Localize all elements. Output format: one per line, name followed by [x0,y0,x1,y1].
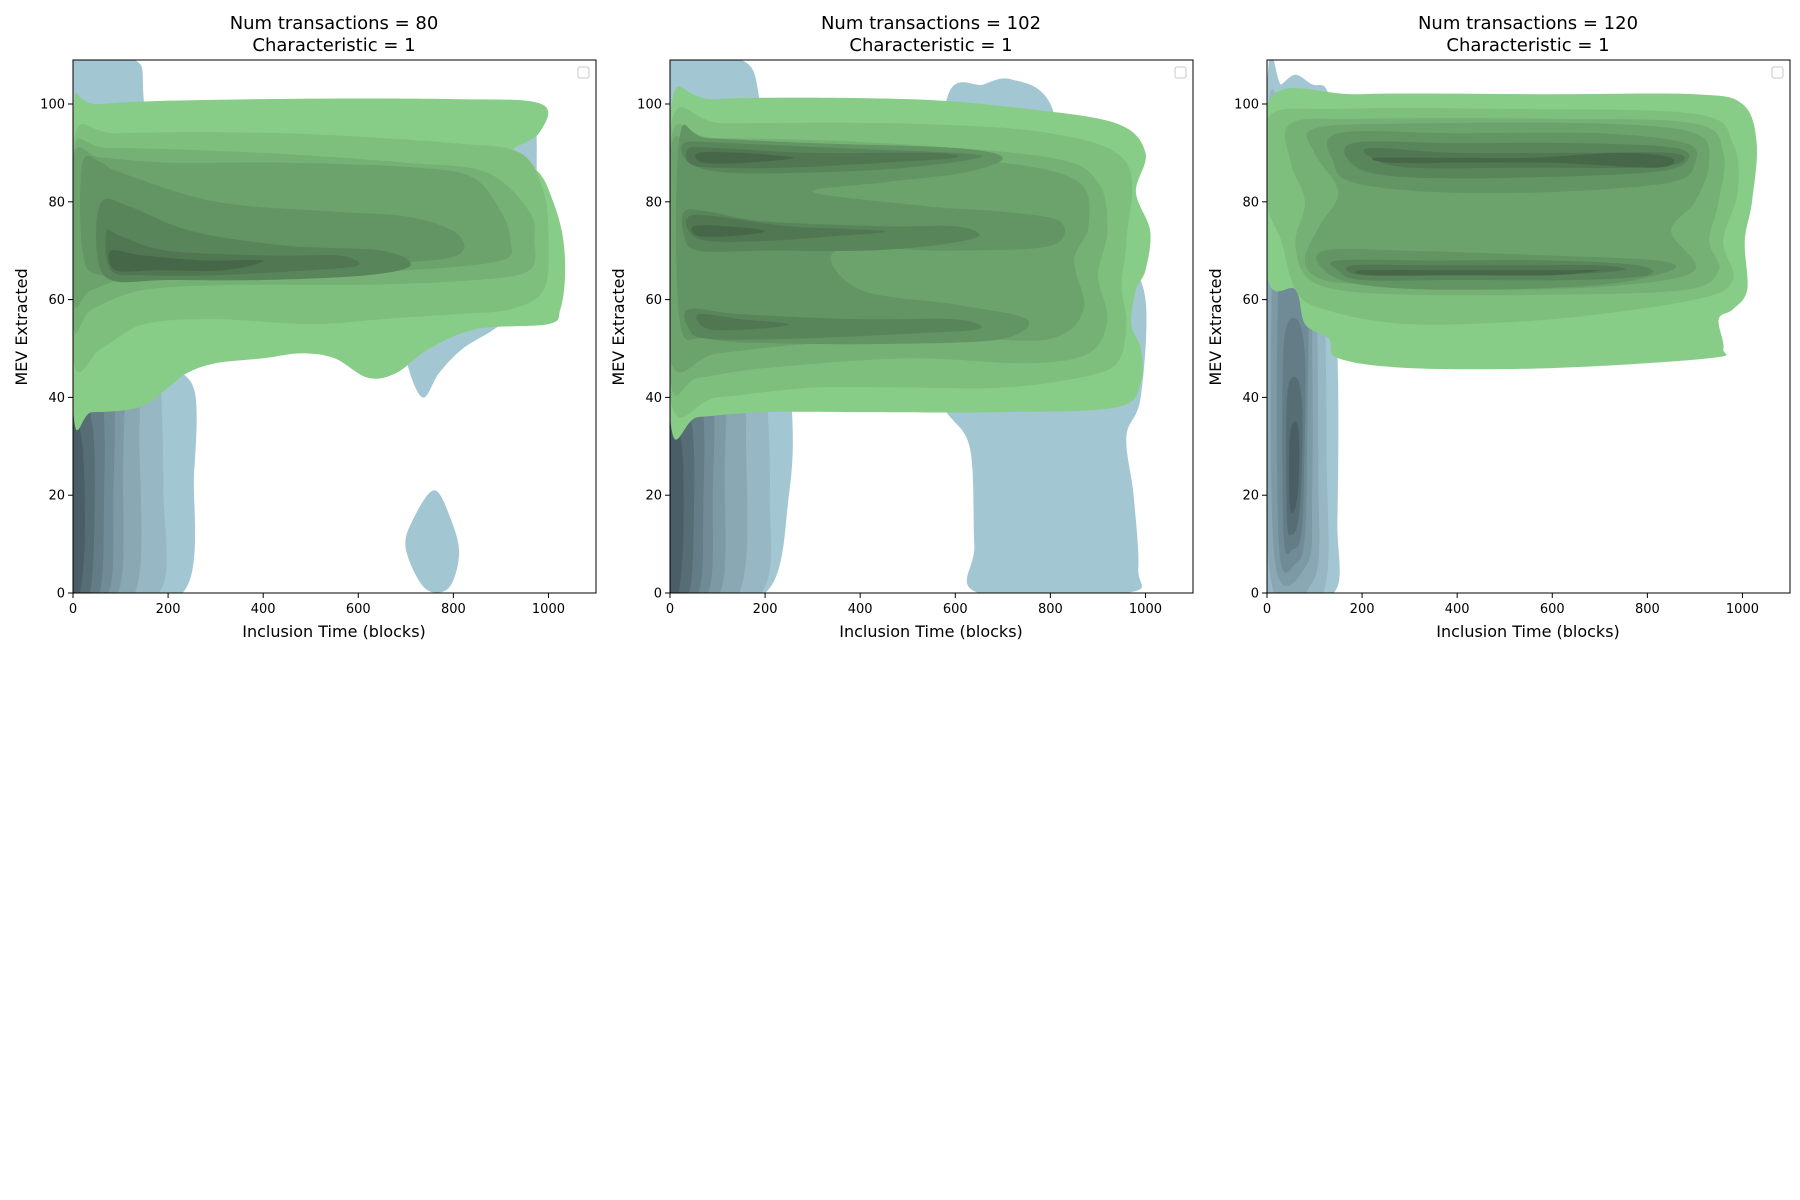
y-tick-label: 100 [1234,98,1259,113]
chart-title-line2: Characteristic = 1 [252,35,415,56]
chart-title-line2: Characteristic = 1 [1446,35,1609,56]
kde-contour-level-6 [696,313,790,331]
y-axis-label: MEV Extracted [609,268,628,385]
subplot-1-canvas: 0 200 400 600 800 1000 0 20 40 60 80 100 Num trans… [12,13,597,641]
y-tick-label: 0 [1251,587,1259,602]
x-axis-label: Inclusion Time (blocks) [1436,622,1620,641]
y-tick-label: 100 [637,98,662,113]
y-tick-label: 80 [1242,195,1259,210]
y-tick-label: 80 [48,195,65,210]
kde-contour-level-5 [684,308,982,340]
y-tick-label: 40 [1242,391,1259,406]
contour-layer [670,60,1151,593]
kde-contour-level-7 [1371,152,1675,168]
legend-box [577,66,590,79]
x-tick-label: 1000 [1726,602,1759,617]
x-tick-label: 0 [1263,602,1271,617]
y-tick-label: 20 [1242,489,1259,504]
legend-box [1174,66,1187,79]
y-tick-label: 100 [40,98,65,113]
x-tick-label: 600 [943,602,968,617]
axes-frame [72,59,597,594]
x-tick-label: 600 [1540,602,1565,617]
y-axis-label: MEV Extracted [1206,268,1225,385]
kde-series-2 [1267,88,1758,370]
kde-series-2 [73,92,566,431]
x-tick-label: 1000 [532,602,565,617]
chart-title-line2: Characteristic = 1 [849,35,1012,56]
kde-contour-level-0 [405,490,460,593]
contour-layer [73,60,566,593]
chart-title-line1: Num transactions = 80 [230,13,439,34]
y-tick-label: 0 [654,587,662,602]
x-tick-label: 800 [1635,602,1660,617]
y-axis-ticks: 0 20 40 60 80 100 [637,98,670,602]
kde-contour-level-7 [73,412,85,593]
chart-title-line1: Num transactions = 120 [1418,13,1638,34]
legend-box [1771,66,1784,79]
y-tick-label: 60 [645,293,662,308]
y-tick-label: 0 [57,587,65,602]
y-tick-label: 40 [645,391,662,406]
y-axis-ticks: 0 20 40 60 80 100 [40,98,73,602]
axes-frame [669,59,1194,594]
kde-contour-level-7 [1289,421,1300,514]
kde-contour-level-7 [691,225,766,237]
subplot-1: 0 200 400 600 800 1000 0 20 40 60 80 100 Num trans… [0,0,600,660]
kde-series-2 [670,86,1151,440]
subplot-2: 0 200 400 600 800 1000 0 20 40 60 80 100 Num trans… [597,0,1197,660]
x-tick-label: 0 [69,602,77,617]
x-tick-label: 400 [251,602,276,617]
x-tick-label: 1000 [1129,602,1162,617]
x-tick-label: 400 [1445,602,1470,617]
x-axis-ticks: 0 200 400 600 800 1000 [1263,593,1759,617]
chart-title-line1: Num transactions = 102 [821,13,1041,34]
x-axis-ticks: 0 200 400 600 800 1000 [666,593,1162,617]
subplot-3: 0 200 400 600 800 1000 0 20 40 60 80 100 Num trans… [1194,0,1794,660]
kde-contour-level-7 [695,151,794,164]
y-axis-label: MEV Extracted [12,268,31,385]
x-tick-label: 200 [753,602,778,617]
contour-layer [1267,60,1758,593]
y-tick-label: 20 [645,489,662,504]
x-tick-label: 400 [848,602,873,617]
x-axis-label: Inclusion Time (blocks) [839,622,1023,641]
x-tick-label: 600 [346,602,371,617]
y-tick-label: 60 [48,293,65,308]
x-tick-label: 800 [441,602,466,617]
subplot-2-canvas: 0 200 400 600 800 1000 0 20 40 60 80 100 Num trans… [609,13,1194,641]
axes-frame [1266,59,1791,594]
y-tick-label: 60 [1242,293,1259,308]
x-tick-label: 800 [1038,602,1063,617]
kde-contour-level-7 [108,250,264,272]
y-tick-label: 80 [645,195,662,210]
x-tick-label: 200 [1350,602,1375,617]
kde-contour-level-6 [685,146,959,169]
x-tick-label: 0 [666,602,674,617]
kde-contour-level-7 [1354,269,1600,276]
y-tick-label: 40 [48,391,65,406]
x-axis-ticks: 0 200 400 600 800 1000 [69,593,565,617]
subplot-3-canvas: 0 200 400 600 800 1000 0 20 40 60 80 100 Num trans… [1206,13,1791,641]
x-axis-label: Inclusion Time (blocks) [242,622,426,641]
y-axis-ticks: 0 20 40 60 80 100 [1234,98,1267,602]
kde-contour-level-7 [670,412,684,593]
y-tick-label: 20 [48,489,65,504]
x-tick-label: 200 [156,602,181,617]
